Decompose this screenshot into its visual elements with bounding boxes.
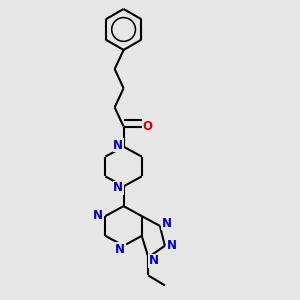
- Text: N: N: [167, 238, 177, 252]
- Text: N: N: [113, 139, 123, 152]
- Text: N: N: [115, 243, 125, 256]
- Text: N: N: [93, 209, 103, 222]
- Text: O: O: [143, 120, 153, 133]
- Text: N: N: [161, 217, 172, 230]
- Text: N: N: [148, 254, 159, 267]
- Text: N: N: [113, 182, 123, 194]
